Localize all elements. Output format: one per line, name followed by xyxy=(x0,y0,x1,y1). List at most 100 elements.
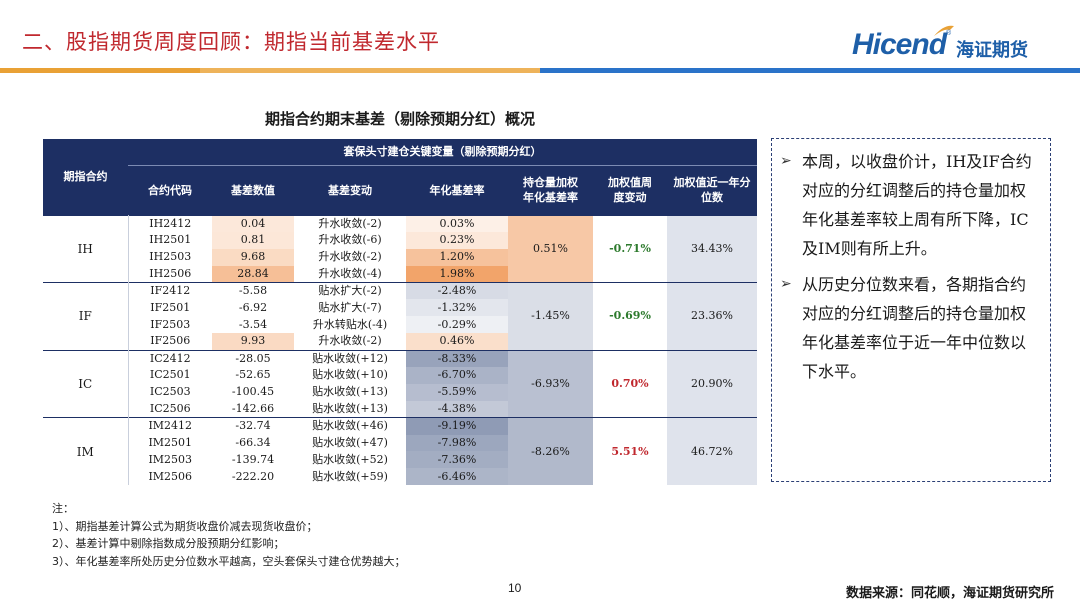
annual-basis-cell: -8.33% xyxy=(406,349,508,368)
weighted-change-cell: -0.71% xyxy=(593,214,667,283)
annual-basis-cell: -7.36% xyxy=(406,451,508,469)
company-logo: Hicend ® 海证期货 xyxy=(852,24,1062,64)
basis-change-cell: 升水收敛(-6) xyxy=(318,233,382,247)
contract-code-cell: IM2412 xyxy=(128,417,212,435)
annual-basis-cell: 0.03% xyxy=(406,214,508,232)
basis-value-cell: -142.66 xyxy=(231,401,275,415)
weighted-basis-cell: -1.45% xyxy=(508,282,593,351)
commentary-bullet: ➢ 本周，以收盘价计，IH及IF合约对应的分红调整后的持仓量加权年化基差率较上周… xyxy=(780,147,1040,263)
table-row: IC2501 -52.65 贴水收敛(+10) -6.70% xyxy=(43,367,757,384)
annual-basis-cell: 0.46% xyxy=(406,333,508,351)
basis-value-cell: -28.05 xyxy=(212,349,294,368)
contract-code-cell: IM2501 xyxy=(148,436,193,450)
header-rule-middle xyxy=(200,68,540,73)
commentary-box: ➢ 本周，以收盘价计，IH及IF合约对应的分红调整后的持仓量加权年化基差率较上周… xyxy=(771,138,1051,482)
annual-basis-cell: -4.38% xyxy=(406,400,508,418)
annual-basis-cell: 1.98% xyxy=(406,265,508,283)
header-percentile: 加权值近一年分位数 xyxy=(667,165,758,215)
table-row: IM2503 -139.74 贴水收敛(+52) -7.36% xyxy=(43,451,757,469)
basis-change-cell: 贴水收敛(+13) xyxy=(312,401,388,415)
table-row: IF2503 -3.54 升水转贴水(-4) -0.29% xyxy=(43,316,757,334)
annual-basis-cell: -7.98% xyxy=(406,434,508,452)
basis-change-cell: 贴水扩大(-2) xyxy=(294,282,406,300)
percentile-cell: 20.90% xyxy=(667,349,758,418)
header-product: 期指合约 xyxy=(43,139,128,215)
table-row: IC IC2412 -28.05 贴水收敛(+12) -8.33% -6.93% 0.70%… xyxy=(43,349,758,418)
basis-value-cell: -222.20 xyxy=(231,469,275,483)
percentile-cell: 34.43% xyxy=(667,214,758,283)
logo-swoosh-icon xyxy=(934,25,954,36)
header-code: 合约代码 xyxy=(128,165,212,215)
weighted-basis-cell: -8.26% xyxy=(508,417,593,486)
contract-code-cell: IC2506 xyxy=(149,401,191,415)
basis-value-cell: -139.74 xyxy=(231,452,275,466)
basis-change-cell: 升水收敛(-2) xyxy=(318,334,382,348)
footnote-item: 2）、基差计算中剔除指数成分股预期分红影响； xyxy=(52,537,285,550)
basis-change-cell: 贴水收敛(+47) xyxy=(312,436,388,450)
table-row: IM2506 -222.20 贴水收敛(+59) -6.46% xyxy=(43,468,757,486)
footnotes: 注： 1）、期指基差计算公式为期货收盘价减去现货收盘价； 2）、基差计算中剔除指… xyxy=(52,500,406,570)
product-cell: IH xyxy=(43,214,129,283)
arrow-bullet-icon: ➢ xyxy=(780,276,792,292)
basis-change-cell: 升水收敛(-2) xyxy=(294,214,406,232)
percentile-cell: 23.36% xyxy=(667,282,758,351)
basis-value-cell: -5.58 xyxy=(212,282,294,300)
arrow-bullet-icon: ➢ xyxy=(780,153,792,169)
table-body: IH IH2412 0.04 升水收敛(-2) 0.03% 0.51% -0.71% 34.4… xyxy=(43,214,758,486)
table-row: IF2501 -6.92 贴水扩大(-7) -1.32% xyxy=(43,299,757,317)
basis-change-cell: 升水收敛(-4) xyxy=(318,266,382,280)
logo-registered-mark: ® xyxy=(946,30,952,37)
header-rule-left xyxy=(0,68,200,73)
commentary-bullet: ➢ 从历史分位数来看，各期指合约对应的分红调整后的持仓量加权年化基差率位于近一年… xyxy=(780,270,1040,386)
product-cell: IF xyxy=(43,282,129,351)
weighted-change-cell: 5.51% xyxy=(593,417,667,486)
basis-change-cell: 升水转贴水(-4) xyxy=(312,317,388,331)
header-change: 基差变动 xyxy=(294,165,406,215)
footnote-item: 3）、年化基差率所处历史分位数水平越高，空头套保头寸建仓优势越大； xyxy=(52,554,406,568)
weighted-basis-cell: -6.93% xyxy=(508,349,593,418)
header-group: 套保头寸建仓关键变量（剔除预期分红） xyxy=(128,139,758,166)
basis-value-cell: 0.81 xyxy=(212,231,294,249)
table-row: IH2501 0.81 升水收敛(-6) 0.23% xyxy=(43,231,757,249)
table-row: IM2501 -66.34 贴水收敛(+47) -7.98% xyxy=(43,434,757,452)
annual-basis-cell: -9.19% xyxy=(406,417,508,435)
footnote-label: 注： xyxy=(52,502,74,515)
percentile-cell: 46.72% xyxy=(667,417,758,486)
header-rule-right xyxy=(540,68,1080,73)
basis-change-cell: 贴水收敛(+10) xyxy=(312,368,388,382)
header-weighted-change: 加权值周度变动 xyxy=(593,165,667,215)
table-row: IC2503 -100.45 贴水收敛(+13) -5.59% xyxy=(43,383,757,401)
basis-value-cell: -66.34 xyxy=(235,436,271,450)
contract-code-cell: IC2503 xyxy=(149,385,191,399)
data-source: 数据来源：同花顺，海证期货研究所 xyxy=(845,586,1054,601)
table-row: IH2503 9.68 升水收敛(-2) 1.20% xyxy=(43,248,757,266)
contract-code-cell: IM2506 xyxy=(148,469,193,483)
annual-basis-cell: -0.29% xyxy=(406,316,508,334)
annual-basis-cell: -1.32% xyxy=(406,299,508,317)
annual-basis-cell: -5.59% xyxy=(406,383,508,401)
contract-code-cell: IC2501 xyxy=(149,368,191,382)
basis-value-cell: -32.74 xyxy=(212,417,294,435)
weighted-change-cell: -0.69% xyxy=(593,282,667,351)
product-cell: IC xyxy=(43,349,129,418)
header-basis: 基差数值 xyxy=(212,165,294,215)
basis-change-cell: 贴水收敛(+52) xyxy=(312,452,388,466)
basis-value-cell: 9.93 xyxy=(212,333,294,351)
page-number: 10 xyxy=(508,581,522,595)
commentary-text-2: 从历史分位数来看，各期指合约对应的分红调整后的持仓量加权年化基差率位于近一年中位… xyxy=(802,275,1027,381)
footnote-item: 1）、期指基差计算公式为期货收盘价减去现货收盘价； xyxy=(52,519,318,533)
annual-basis-cell: -6.70% xyxy=(406,367,508,384)
header-annual: 年化基差率 xyxy=(406,165,508,215)
product-cell: IM xyxy=(43,417,129,486)
basis-value-cell: -3.54 xyxy=(238,317,268,331)
annual-basis-cell: -6.46% xyxy=(406,468,508,486)
basis-table: 期指合约 套保头寸建仓关键变量（剔除预期分红） 合约代码 基差数值 基差变动 年… xyxy=(43,139,758,486)
basis-change-cell: 贴水收敛(+12) xyxy=(294,349,406,368)
header-weighted: 持仓量加权年化基差率 xyxy=(508,165,593,215)
weighted-basis-cell: 0.51% xyxy=(508,214,593,283)
annual-basis-cell: 1.20% xyxy=(406,248,508,266)
annual-basis-cell: -2.48% xyxy=(406,282,508,300)
contract-code-cell: IF2501 xyxy=(150,300,191,314)
table-row: IH2506 28.84 升水收敛(-4) 1.98% xyxy=(43,265,757,283)
basis-change-cell: 升水收敛(-2) xyxy=(318,250,382,264)
